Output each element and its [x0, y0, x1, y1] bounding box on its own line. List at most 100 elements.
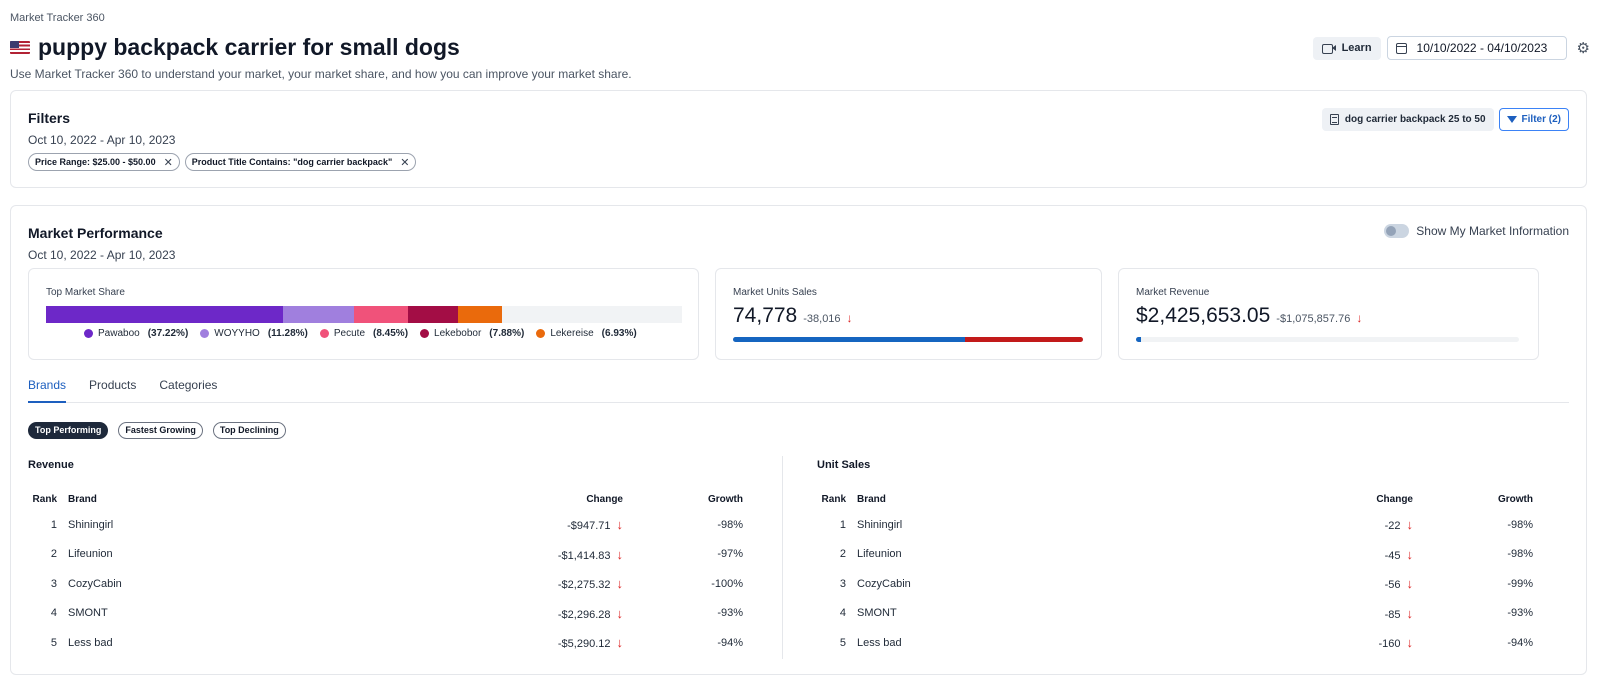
- change-cell: -45 ↓: [1263, 540, 1413, 570]
- performance-date: Oct 10, 2022 - Apr 10, 2023: [28, 248, 176, 262]
- brand-cell[interactable]: CozyCabin: [857, 577, 911, 590]
- table-row[interactable]: 5 Less bad -160 ↓ -94%: [817, 628, 1533, 658]
- brand-cell[interactable]: Shiningirl: [68, 518, 114, 531]
- arrow-down-icon: ↓: [1406, 576, 1414, 592]
- filter-chip-price[interactable]: Price Range: $25.00 - $50.00 ✕: [28, 153, 180, 171]
- change-cell: -$2,296.28 ↓: [473, 599, 623, 629]
- date-range-picker[interactable]: 10/10/2022 - 04/10/2023: [1386, 36, 1567, 60]
- brand-cell[interactable]: SMONT: [68, 607, 108, 620]
- col-growth[interactable]: Growth: [708, 493, 743, 505]
- change-cell: -160 ↓: [1263, 628, 1413, 658]
- legend-pct: (8.45%): [373, 328, 409, 339]
- change-value: -$1,414.83: [557, 549, 611, 562]
- table-row[interactable]: 1 Shiningirl -22 ↓ -98%: [817, 510, 1533, 540]
- table-row[interactable]: 4 SMONT -$2,296.28 ↓ -93%: [28, 599, 743, 629]
- document-icon: [1329, 114, 1339, 125]
- brand-cell[interactable]: Less bad: [857, 636, 902, 649]
- market-performance-card: Market Performance Oct 10, 2022 - Apr 10…: [10, 205, 1587, 675]
- legend-item: Pawaboo (37.22%): [84, 328, 188, 339]
- filter-button[interactable]: Filter (2): [1498, 108, 1569, 131]
- table-row[interactable]: 2 Lifeunion -$1,414.83 ↓ -97%: [28, 540, 743, 570]
- performance-title: Market Performance: [28, 225, 163, 241]
- units-bar-loss: [965, 337, 1083, 342]
- pill-top-declining[interactable]: Top Declining: [212, 422, 286, 439]
- table-row[interactable]: 1 Shiningirl -$947.71 ↓ -98%: [28, 510, 743, 540]
- ranking-pills: Top Performing Fastest Growing Top Decli…: [28, 422, 286, 439]
- rank-cell: 1: [839, 518, 846, 531]
- arrow-down-icon: ↓: [616, 576, 624, 592]
- top-market-share-label: Top Market Share: [46, 287, 125, 298]
- legend-brand: WOYYHO: [214, 328, 260, 339]
- col-growth[interactable]: Growth: [1498, 493, 1533, 505]
- rank-cell: 5: [50, 636, 57, 649]
- table-divider: [782, 456, 783, 659]
- toggle-switch[interactable]: [1384, 224, 1410, 238]
- brand-cell[interactable]: Lifeunion: [68, 548, 113, 561]
- page-title: puppy backpack carrier for small dogs: [38, 34, 460, 60]
- saved-filter-button[interactable]: dog carrier backpack 25 to 50: [1321, 108, 1494, 131]
- col-change[interactable]: Change: [586, 493, 623, 505]
- saved-filter-label: dog carrier backpack 25 to 50: [1344, 114, 1486, 125]
- pill-fastest-growing[interactable]: Fastest Growing: [118, 422, 203, 439]
- rank-cell: 1: [50, 518, 57, 531]
- gear-icon[interactable]: ⚙: [1576, 39, 1590, 57]
- arrow-down-icon: ↓: [1356, 311, 1363, 325]
- brand-cell[interactable]: Shiningirl: [857, 518, 903, 531]
- pill-top-performing[interactable]: Top Performing: [28, 422, 109, 439]
- table-header-row: Rank Brand Change Growth: [817, 488, 1533, 510]
- filter-chip-title[interactable]: Product Title Contains: "dog carrier bac…: [184, 153, 417, 171]
- table-row[interactable]: 4 SMONT -85 ↓ -93%: [817, 599, 1533, 629]
- tab-brands[interactable]: Brands: [28, 374, 67, 403]
- table-row[interactable]: 3 CozyCabin -$2,275.32 ↓ -100%: [28, 569, 743, 599]
- brand-cell[interactable]: SMONT: [857, 607, 897, 620]
- tab-categories[interactable]: Categories: [159, 378, 218, 392]
- table-row[interactable]: 2 Lifeunion -45 ↓ -98%: [817, 540, 1533, 570]
- brand-cell[interactable]: Lifeunion: [857, 548, 902, 561]
- change-value: -45: [1384, 549, 1401, 562]
- brand-cell[interactable]: CozyCabin: [68, 577, 122, 590]
- legend-pct: (6.93%): [601, 328, 637, 339]
- table-header-row: Rank Brand Change Growth: [28, 488, 743, 510]
- col-rank[interactable]: Rank: [821, 493, 846, 505]
- table-row[interactable]: 3 CozyCabin -56 ↓ -99%: [817, 569, 1533, 599]
- legend-dot: [200, 329, 210, 338]
- filters-title: Filters: [28, 110, 71, 126]
- market-units-value: 74,778: [733, 304, 798, 327]
- share-segment: [408, 306, 459, 323]
- growth-cell: -93%: [717, 607, 743, 620]
- legend-item: Lekereise (6.93%): [536, 328, 637, 339]
- learn-button[interactable]: Learn: [1312, 36, 1381, 60]
- legend-brand: Lekereise: [550, 328, 594, 339]
- change-cell: -$947.71 ↓: [473, 510, 623, 540]
- share-segment: [458, 306, 503, 323]
- filters-date: Oct 10, 2022 - Apr 10, 2023: [28, 133, 176, 147]
- growth-cell: -93%: [1507, 607, 1533, 620]
- change-cell: -$1,414.83 ↓: [473, 540, 623, 570]
- app-name: Market Tracker 360: [10, 12, 105, 24]
- market-units-bar: [733, 337, 1083, 342]
- brand-cell[interactable]: Less bad: [68, 636, 113, 649]
- show-my-market-toggle[interactable]: Show My Market Information: [1384, 224, 1569, 238]
- col-brand[interactable]: Brand: [68, 493, 97, 505]
- col-brand[interactable]: Brand: [857, 493, 886, 505]
- market-share-bar: [46, 306, 682, 323]
- change-value: -22: [1384, 520, 1401, 533]
- legend-brand: Pecute: [333, 328, 366, 339]
- tab-products[interactable]: Products: [89, 378, 137, 392]
- rank-cell: 3: [50, 577, 57, 590]
- close-icon[interactable]: ✕: [163, 156, 173, 169]
- table-row[interactable]: 5 Less bad -$5,290.12 ↓ -94%: [28, 628, 743, 658]
- change-value: -$5,290.12: [557, 638, 611, 651]
- col-change[interactable]: Change: [1376, 493, 1413, 505]
- change-value: -85: [1384, 608, 1401, 621]
- legend-dot: [84, 329, 93, 338]
- rank-cell: 2: [50, 548, 57, 561]
- legend-item: Lekebobor (7.88%): [420, 328, 524, 339]
- market-share-legend: Pawaboo (37.22%) WOYYHO (11.28%) Pecute (8.45…: [84, 328, 637, 339]
- rank-cell: 5: [839, 636, 846, 649]
- col-rank[interactable]: Rank: [32, 493, 57, 505]
- close-icon[interactable]: ✕: [400, 156, 410, 169]
- arrow-down-icon: ↓: [616, 635, 624, 651]
- top-market-share-card: Top Market Share Pawaboo (37.22%) WOYYHO (1…: [28, 268, 699, 360]
- page-header: Market Tracker 360 puppy backpack carrie…: [10, 12, 1590, 81]
